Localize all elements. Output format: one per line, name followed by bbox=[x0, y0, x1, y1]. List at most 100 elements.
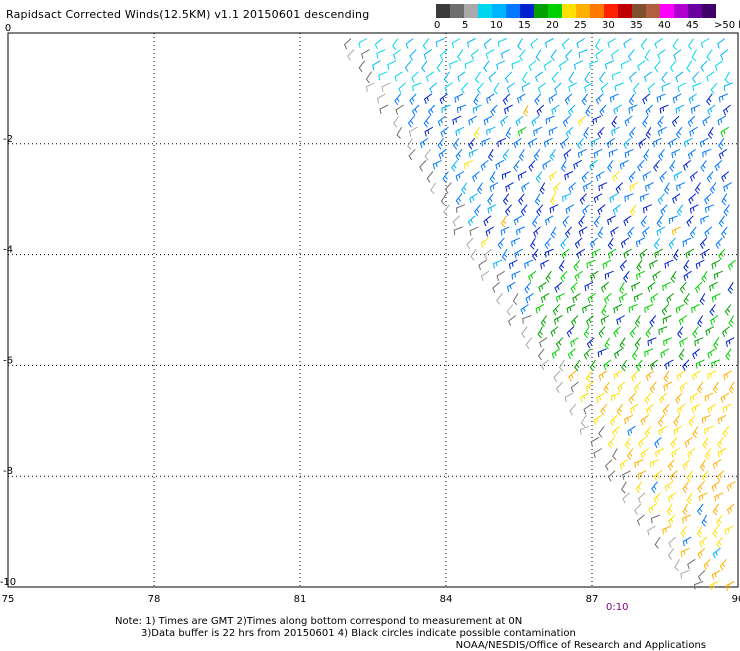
wind-barb bbox=[548, 126, 558, 136]
wind-barb bbox=[480, 237, 489, 248]
wind-barb bbox=[598, 370, 608, 381]
wind-barb bbox=[564, 93, 573, 105]
wind-barb bbox=[412, 82, 422, 92]
wind-barb bbox=[593, 193, 603, 204]
wind-barb bbox=[409, 93, 417, 105]
wind-barb bbox=[550, 326, 559, 337]
wind-barb bbox=[687, 115, 696, 128]
wind-barb bbox=[711, 259, 721, 270]
wind-barb bbox=[638, 437, 647, 448]
wind-barb bbox=[694, 281, 703, 294]
y-tick-label: -6 bbox=[3, 355, 13, 366]
wind-barb bbox=[583, 348, 592, 360]
wind-barb bbox=[619, 337, 626, 350]
wind-barb bbox=[628, 93, 635, 106]
wind-barb bbox=[511, 60, 521, 70]
wind-barb bbox=[536, 104, 545, 116]
wind-barb bbox=[590, 436, 600, 447]
wind-barb bbox=[652, 270, 661, 282]
wind-barb bbox=[513, 137, 522, 149]
wind-barb bbox=[442, 171, 449, 183]
legend-swatch bbox=[618, 4, 632, 18]
wind-barb bbox=[695, 259, 705, 270]
wind-barb bbox=[716, 38, 726, 49]
wind-barb bbox=[607, 437, 616, 449]
wind-barb bbox=[573, 159, 583, 170]
legend-swatch bbox=[464, 4, 478, 18]
wind-barb bbox=[565, 204, 575, 215]
wind-barb bbox=[679, 337, 688, 348]
wind-barb bbox=[562, 115, 571, 127]
wind-barb bbox=[587, 292, 597, 304]
wind-barb bbox=[643, 71, 653, 82]
wind-barb bbox=[515, 115, 524, 127]
wind-barb bbox=[607, 215, 616, 226]
wind-barb bbox=[678, 315, 688, 326]
wind-barb bbox=[723, 82, 733, 92]
wind-barb bbox=[668, 492, 677, 503]
wind-barb bbox=[444, 82, 453, 93]
wind-barb bbox=[457, 49, 464, 62]
wind-barb bbox=[545, 38, 554, 48]
wind-barb bbox=[408, 148, 416, 161]
wind-barb bbox=[551, 104, 560, 115]
wind-barb bbox=[552, 182, 561, 194]
wind-barb bbox=[545, 115, 555, 125]
wind-barb bbox=[560, 137, 569, 149]
wind-barb bbox=[497, 38, 507, 47]
wind-barb bbox=[682, 503, 689, 516]
wind-barb bbox=[613, 304, 623, 314]
wind-barb bbox=[697, 503, 704, 516]
wind-barb bbox=[525, 292, 534, 304]
wind-barb bbox=[669, 470, 678, 482]
wind-barb bbox=[688, 93, 697, 104]
wind-barb bbox=[628, 304, 638, 313]
wind-barb bbox=[569, 403, 577, 416]
legend-swatch bbox=[590, 4, 604, 18]
wind-barb bbox=[454, 93, 464, 103]
footnote-line-2: 3)Data buffer is 22 hrs from 20150601 4)… bbox=[141, 628, 576, 639]
wind-barb bbox=[643, 149, 650, 161]
wind-barb bbox=[424, 126, 434, 137]
wind-barb bbox=[500, 226, 510, 236]
wind-barb bbox=[596, 392, 605, 403]
wind-barb bbox=[504, 71, 513, 83]
wind-barb bbox=[705, 204, 715, 213]
wind-barb bbox=[689, 226, 697, 239]
wind-barb bbox=[461, 82, 469, 94]
wind-barb bbox=[574, 359, 581, 372]
wind-barb bbox=[574, 237, 583, 249]
wind-barb bbox=[659, 392, 667, 404]
wind-barb bbox=[541, 359, 550, 371]
wind-barb bbox=[505, 182, 514, 192]
wind-barb bbox=[430, 182, 437, 195]
wind-barbs bbox=[343, 38, 736, 591]
wind-barb bbox=[640, 448, 649, 459]
wind-barb bbox=[610, 414, 618, 427]
legend-color-bar bbox=[436, 4, 716, 18]
wind-barb bbox=[469, 193, 478, 204]
wind-barb bbox=[583, 403, 592, 415]
wind-barb bbox=[680, 547, 690, 557]
wind-barb bbox=[602, 259, 612, 270]
wind-barb bbox=[637, 470, 647, 480]
wind-barb bbox=[597, 348, 607, 358]
legend-swatch bbox=[562, 4, 576, 18]
legend-swatch bbox=[534, 4, 548, 18]
wind-barb bbox=[704, 193, 712, 205]
wind-barb bbox=[726, 503, 735, 515]
wind-barb bbox=[603, 293, 612, 304]
wind-barb bbox=[712, 381, 719, 394]
wind-barb bbox=[725, 337, 735, 347]
wind-barb bbox=[680, 569, 690, 579]
speed-legend: 0 5 10 15 20 25 30 35 40 45 >50 knots bbox=[434, 4, 740, 31]
wind-barb bbox=[609, 193, 619, 204]
legend-swatch bbox=[450, 4, 464, 18]
wind-barb bbox=[666, 293, 675, 304]
wind-barb bbox=[550, 226, 557, 239]
wind-barb bbox=[593, 215, 601, 228]
wind-barb bbox=[576, 137, 585, 150]
wind-barb bbox=[485, 49, 495, 60]
wind-barb bbox=[623, 215, 632, 226]
wind-barb bbox=[612, 204, 621, 215]
